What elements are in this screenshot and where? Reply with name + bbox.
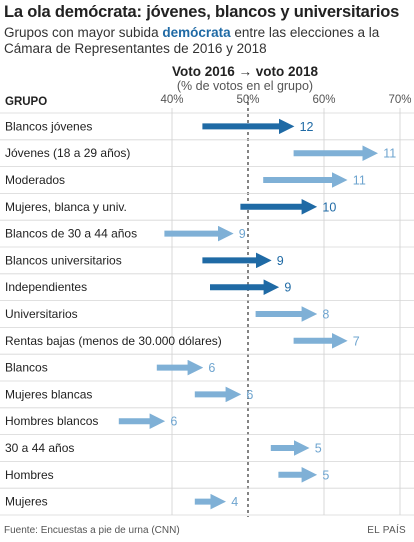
source-note: Fuente: Encuestas a pie de urna (CNN) <box>4 525 180 536</box>
subtitle-text-before: Grupos con mayor subida <box>4 25 163 40</box>
row-label: Hombres <box>5 468 54 482</box>
brand-logo-text: EL PAÍS <box>367 525 406 536</box>
change-value-label: 10 <box>322 200 336 214</box>
chart-title-main: La ola demócrata: jóvenes, blancos y uni… <box>4 3 400 21</box>
x-tick-label: 60% <box>312 94 335 106</box>
change-value-label: 4 <box>231 495 238 509</box>
change-value-label: 9 <box>239 227 246 241</box>
change-value-label: 7 <box>353 334 360 348</box>
change-value-label: 9 <box>277 254 284 268</box>
row-label: Blancos de 30 a 44 años <box>5 227 137 241</box>
arrow-chart: Blancos jóvenes 12 Jóvenes (18 a 29 años) 1… <box>0 64 414 517</box>
row-label: Rentas bajas (menos de 30.000 dólares) <box>5 334 222 348</box>
row-label: Moderados <box>5 173 65 187</box>
row-label: Mujeres, blanca y univ. <box>5 200 127 214</box>
row-label: Blancos universitarios <box>5 253 122 267</box>
change-value-label: 8 <box>322 308 329 322</box>
subtitle-highlight: demócrata <box>162 25 231 40</box>
chart-axis-title: Voto 2016 → voto 2018 <box>172 64 319 79</box>
grid-layer <box>171 96 401 517</box>
change-value-label: 6 <box>208 361 215 375</box>
group-column-header: GRUPO <box>5 96 47 108</box>
change-value-label: 6 <box>170 415 177 429</box>
row-label: Jóvenes (18 a 29 años) <box>5 146 130 160</box>
change-value-label: 5 <box>322 468 329 482</box>
row-label: Universitarios <box>5 307 78 321</box>
change-value-label: 9 <box>284 281 291 295</box>
change-value-label: 6 <box>246 388 253 402</box>
x-tick-label: 40% <box>160 94 183 106</box>
chart-subtitle: Grupos con mayor subida demócrata entre … <box>4 25 404 56</box>
row-label: Blancos jóvenes <box>5 119 92 133</box>
header-layer: Voto 2016 → voto 2018(% de votos en el g… <box>5 64 412 108</box>
row-label: 30 a 44 años <box>5 441 74 455</box>
row-label: Hombres blancos <box>5 414 98 428</box>
row-label: Mujeres <box>5 495 48 509</box>
x-tick-label: 70% <box>388 94 411 106</box>
row-label: Blancos <box>5 361 48 375</box>
row-label: Mujeres blancas <box>5 387 92 401</box>
x-tick-label: 50% <box>236 94 259 106</box>
row-layer: Blancos jóvenes 12 Jóvenes (18 a 29 años) 1… <box>0 112 414 516</box>
change-value-label: 5 <box>315 442 322 456</box>
subtitle-text-after: entre las elecciones a la Cámara de Repr… <box>4 25 380 56</box>
row-label: Independientes <box>5 280 87 294</box>
change-value-label: 11 <box>383 147 396 161</box>
change-value-label: 11 <box>353 174 366 188</box>
change-value-label: 12 <box>300 120 314 134</box>
chart-axis-subtitle: (% de votos en el grupo) <box>177 79 313 93</box>
